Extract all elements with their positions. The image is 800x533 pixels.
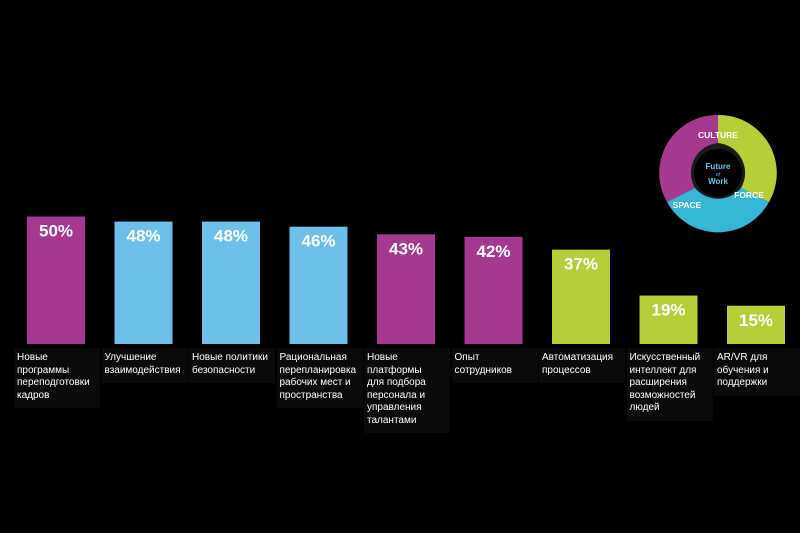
- bar-1: [27, 216, 85, 344]
- category-label-line: кадров: [17, 389, 50, 401]
- category-label-line: Рациональная: [279, 352, 347, 363]
- bar-value-label: 19%: [651, 301, 685, 320]
- bar-9: [727, 305, 785, 344]
- bar-8: [639, 295, 698, 344]
- logo-space-segment: [667, 188, 769, 233]
- future-of-work-logo: CULTURE SPACE FORCE Future of Work: [659, 114, 777, 233]
- bar-value-label: 42%: [476, 242, 510, 261]
- logo-center-top: Future: [706, 162, 731, 171]
- category-label-line: Новые программы: [17, 352, 70, 376]
- bar-value-label: 48%: [126, 227, 160, 246]
- bar-value-label: 15%: [739, 311, 773, 330]
- category-label-line: Искусственный: [629, 352, 701, 363]
- category-label-line: для подбора: [367, 377, 426, 388]
- category-label: Искусственный интеллект для расширения возм…: [626, 348, 713, 421]
- bar-value-label: 43%: [389, 239, 423, 258]
- category-label-line: сотрудников: [454, 364, 512, 376]
- logo-force-segment: [718, 114, 777, 202]
- bar-5: [377, 234, 435, 344]
- category-label-line: поддержки: [717, 377, 768, 388]
- category-label-line: возможностей: [629, 389, 696, 401]
- category-label-line: обучения и: [717, 364, 769, 376]
- bar-value-label: 37%: [564, 255, 598, 274]
- category-label-line: взаимодействия: [104, 364, 181, 376]
- category-label-line: безопасности: [192, 364, 256, 376]
- bar-value-label: 46%: [301, 232, 335, 251]
- category-label-line: AR/VR для: [717, 352, 768, 363]
- category-label: Новые платформы для подбора персонала и упр…: [364, 348, 450, 433]
- category-label-line: людей: [629, 402, 660, 413]
- bar-value-label: 50%: [39, 222, 73, 241]
- logo-swirl: [659, 114, 777, 233]
- category-label-line: Новые платформы: [367, 352, 422, 376]
- category-label-line: персонала и: [367, 389, 426, 401]
- bar-value-label: 48%: [214, 227, 248, 246]
- category-label: Автоматизация процессов: [539, 348, 625, 383]
- category-label-line: пространства: [279, 389, 343, 401]
- category-label-line: процессов: [542, 364, 591, 376]
- category-label-line: интеллект для: [629, 364, 697, 376]
- category-label-line: переподготовки: [17, 377, 90, 388]
- bar-3: [202, 221, 260, 344]
- bar-2: [114, 221, 173, 344]
- category-label: Рациональная перепланировка рабочих мест и…: [276, 348, 363, 408]
- category-label: AR/VR для обучения и поддержки: [714, 348, 800, 396]
- logo-force-label: FORCE: [734, 190, 764, 200]
- category-label: Новые политики безопасности: [189, 348, 275, 383]
- category-label-line: перепланировка: [279, 364, 357, 376]
- category-label-line: Автоматизация: [542, 352, 614, 363]
- category-label-line: талантами: [367, 414, 417, 426]
- logo-culture-segment: [659, 114, 718, 202]
- category-label-line: управления: [367, 402, 422, 413]
- bar-7: [552, 249, 610, 344]
- category-label-line: расширения: [629, 377, 687, 388]
- category-label-line: Новые политики: [192, 352, 268, 363]
- bar-6: [464, 236, 523, 344]
- category-label-line: рабочих мест и: [279, 377, 351, 388]
- category-label: Опыт сотрудников: [451, 348, 538, 383]
- logo-center-mid: of: [716, 172, 721, 178]
- category-label-line: Опыт: [454, 352, 480, 363]
- logo-culture-label: CULTURE: [698, 130, 738, 140]
- value-labels-group: 50% 48% 48% 46% 43% 42% 37% 19% 15%: [39, 222, 773, 330]
- category-label: Новые программы переподготовки кадров: [14, 348, 100, 408]
- logo-space-label: SPACE: [673, 200, 702, 210]
- category-label: Улучшение взаимодействия: [101, 348, 188, 383]
- bar-4: [289, 226, 348, 344]
- logo-center-bottom: Work: [708, 177, 728, 186]
- category-label-line: Улучшение: [104, 352, 157, 363]
- bars-group: [27, 216, 785, 344]
